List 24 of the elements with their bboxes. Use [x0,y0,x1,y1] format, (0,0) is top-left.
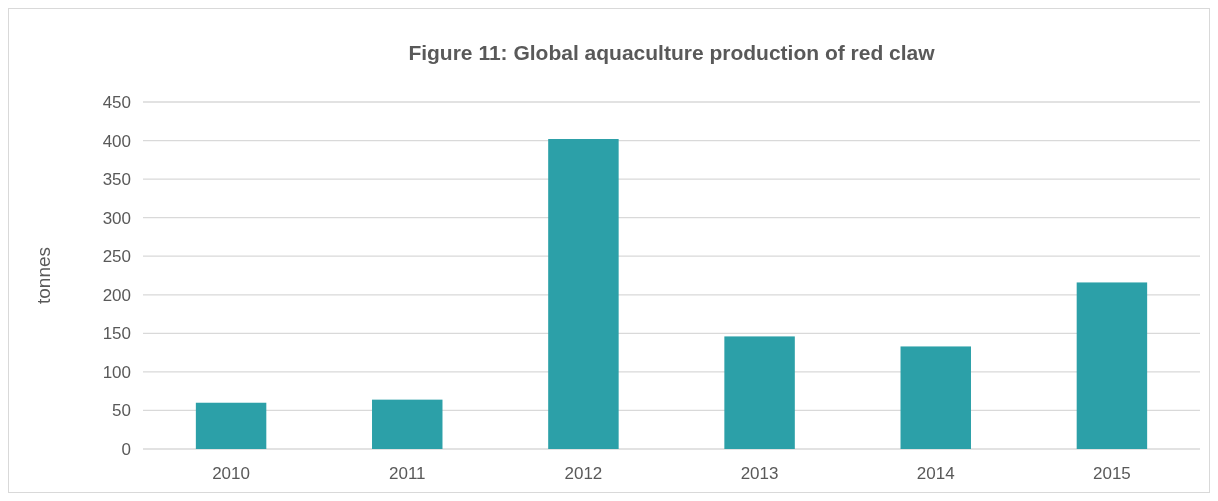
y-tick-label: 350 [102,170,131,190]
y-tick-label: 200 [102,285,131,305]
bar [548,139,619,449]
chart-title: Figure 11: Global aquaculture production of red claw [408,41,936,64]
y-tick-label: 50 [112,401,131,421]
y-tick-label: 250 [102,247,131,267]
y-tick-label: 400 [102,131,131,151]
x-tick-label: 2010 [212,464,250,483]
bar [900,346,971,449]
y-tick-label: 100 [102,362,131,382]
bar [195,402,267,449]
y-tick-label: 0 [121,439,131,459]
y-axis-title: tonnes [33,246,54,305]
y-tick-label: 450 [102,92,131,112]
y-tick-label: 300 [102,208,131,228]
x-tick-label: 2012 [564,464,603,483]
x-tick-label: 2011 [388,464,426,483]
bar [372,399,443,449]
bar [724,336,795,449]
bar [1076,282,1148,449]
x-tick-label: 2014 [916,464,955,483]
y-tick-label: 150 [102,324,131,344]
x-tick-label: 2013 [740,464,779,483]
x-tick-label: 2015 [1093,464,1131,483]
